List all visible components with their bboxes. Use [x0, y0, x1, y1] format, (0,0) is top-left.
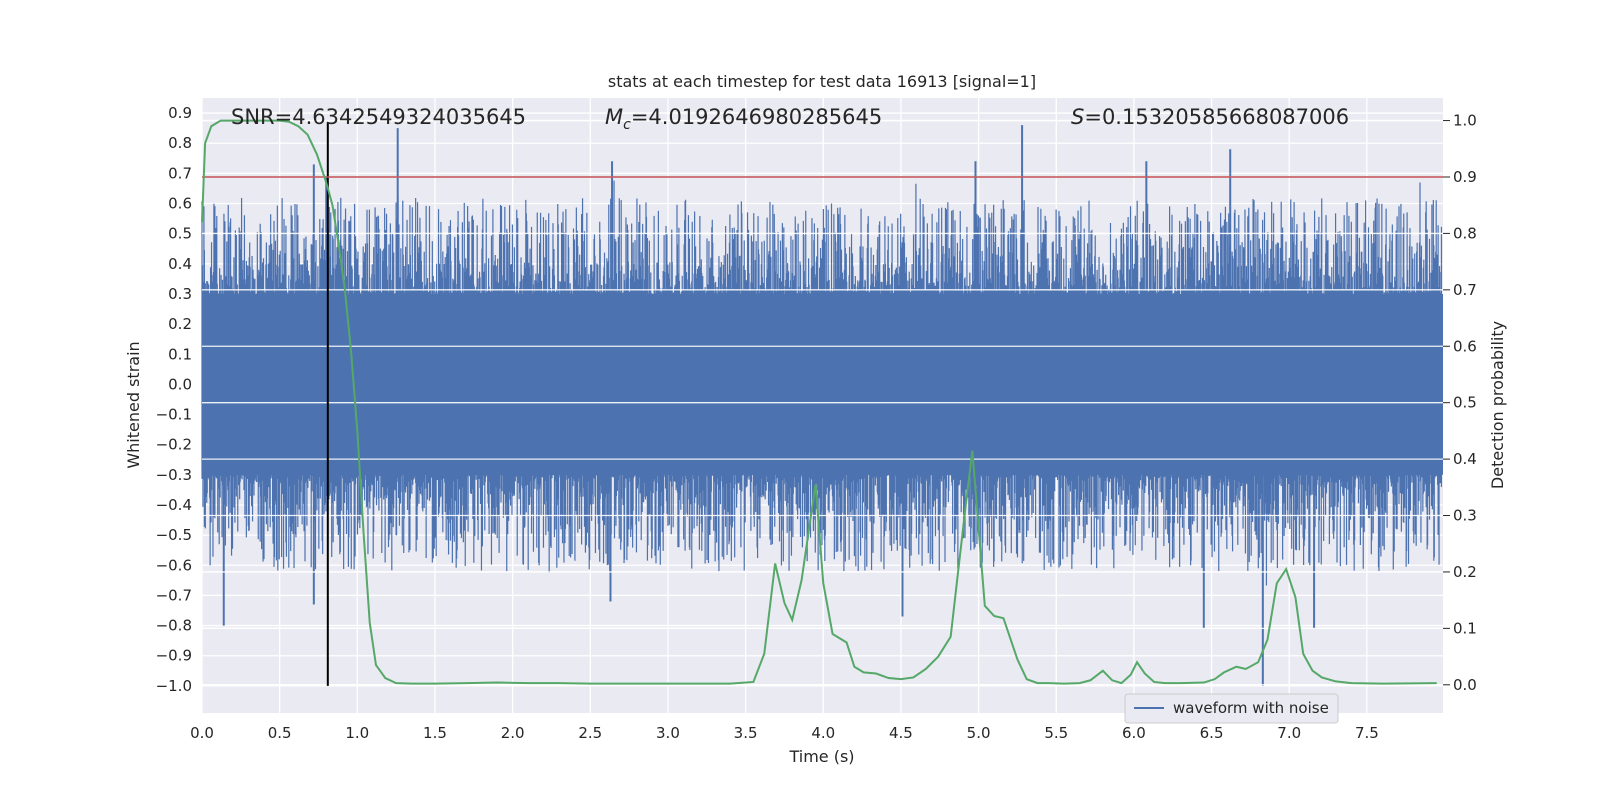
waveform-series [201, 119, 1443, 686]
y-right-tick-label: 0.1 [1453, 619, 1477, 637]
s-annotation: S=0.15320585668087006 [1071, 105, 1349, 129]
x-tick-label: 0.5 [268, 724, 292, 742]
y-left-tick-label: 0.1 [168, 345, 192, 363]
y-left-tick-label: 0.0 [168, 375, 192, 393]
y-right-tick-label: 0.9 [1453, 168, 1477, 186]
y-left-tick-label: 0.4 [168, 255, 192, 273]
x-tick-label: 2.0 [501, 724, 525, 742]
waveform-core-band [202, 293, 1443, 475]
x-tick-label: 5.5 [1044, 724, 1068, 742]
legend: waveform with noise [1124, 693, 1339, 724]
y-right-tick-label: 0.8 [1453, 224, 1477, 242]
y-left-axis-label: Whitened strain [124, 341, 143, 468]
x-tick-label: 5.0 [967, 724, 991, 742]
s-value: =0.15320585668087006 [1084, 105, 1349, 129]
y-left-tick-label: −0.5 [156, 526, 192, 544]
chirp-mass-subscript: c [623, 117, 631, 133]
x-tick-label: 3.0 [656, 724, 680, 742]
y-right-tick-label: 0.7 [1453, 281, 1477, 299]
snr-annotation: SNR=4.6342549324035645 [231, 105, 526, 129]
y-left-tick-label: −0.2 [156, 436, 192, 454]
y-right-tick-label: 0.0 [1453, 676, 1477, 694]
x-axis-ticks: 0.0 0.5 1.0 1.5 2.0 2.5 3.0 3.5 4.0 4.5 5.0 5.5 6.0 6… [190, 724, 1379, 742]
y-right-axis-ticks: 1.0 0.9 0.8 0.7 0.6 0.5 0.4 0.3 0.2 0.1 0.0 [1443, 112, 1477, 694]
y-right-tick-label: 1.0 [1453, 112, 1477, 130]
y-left-tick-label: 0.7 [168, 164, 192, 182]
x-tick-label: 6.0 [1122, 724, 1146, 742]
legend-box [1124, 693, 1339, 724]
y-right-tick-label: 0.6 [1453, 337, 1477, 355]
y-right-axis-label: Detection probability [1488, 321, 1507, 489]
s-symbol: S [1071, 105, 1084, 129]
y-right-tick-label: 0.5 [1453, 394, 1477, 412]
y-left-tick-label: 0.2 [168, 315, 192, 333]
x-tick-label: 0.0 [190, 724, 214, 742]
y-right-tick-label: 0.4 [1453, 450, 1477, 468]
y-left-tick-label: −0.1 [156, 406, 192, 424]
y-left-tick-label: −0.7 [156, 586, 192, 604]
chirp-mass-symbol: M [605, 105, 623, 129]
x-tick-label: 4.0 [811, 724, 835, 742]
y-right-tick-label: 0.2 [1453, 563, 1477, 581]
x-tick-label: 7.5 [1355, 724, 1379, 742]
y-left-tick-label: −0.4 [156, 496, 192, 514]
y-left-tick-label: 0.8 [168, 134, 192, 152]
y-left-tick-label: −1.0 [156, 677, 192, 695]
chirp-mass-annotation: Mc=4.0192646980285645 [605, 105, 882, 133]
y-right-tick-label: 0.3 [1453, 507, 1477, 525]
chirp-mass-value: =4.0192646980285645 [631, 105, 882, 129]
y-left-tick-label: 0.6 [168, 195, 192, 213]
x-tick-label: 1.0 [345, 724, 369, 742]
y-left-tick-label: −0.3 [156, 466, 192, 484]
x-tick-label: 4.5 [889, 724, 913, 742]
detection-probability-line [201, 119, 1437, 685]
y-left-tick-label: 0.5 [168, 225, 192, 243]
x-tick-label: 7.0 [1277, 724, 1301, 742]
x-tick-label: 6.5 [1200, 724, 1224, 742]
x-tick-label: 2.5 [578, 724, 602, 742]
y-left-tick-label: −0.9 [156, 647, 192, 665]
legend-label: waveform with noise [1173, 699, 1329, 717]
x-tick-label: 1.5 [423, 724, 447, 742]
y-left-tick-label: −0.6 [156, 556, 192, 574]
y-left-tick-label: −0.8 [156, 617, 192, 635]
chart-title: stats at each timestep for test data 169… [608, 72, 1036, 91]
x-tick-label: 3.5 [734, 724, 758, 742]
y-left-axis-ticks: 0.9 0.8 0.7 0.6 0.5 0.4 0.3 0.2 0.1 0.0 −0.1 −0.2 −0… [156, 104, 192, 695]
y-left-tick-label: 0.3 [168, 285, 192, 303]
y-left-tick-label: 0.9 [168, 104, 192, 122]
x-axis-label: Time (s) [788, 747, 854, 766]
